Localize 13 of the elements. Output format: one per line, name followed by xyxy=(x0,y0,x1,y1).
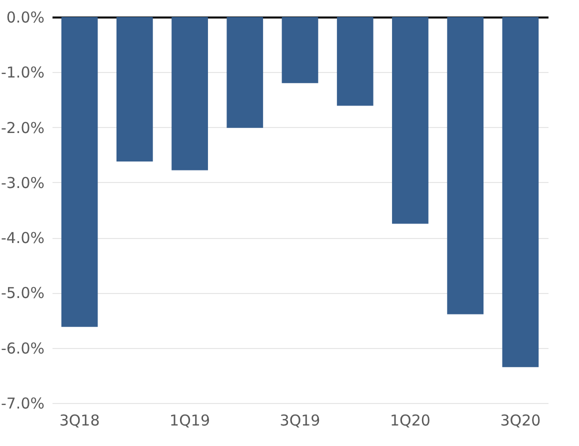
x-tick-label: 3Q19 xyxy=(280,412,320,430)
x-tick-label: 1Q19 xyxy=(170,412,210,430)
y-tick-label: 0.0% xyxy=(6,8,44,26)
y-tick-label: -7.0% xyxy=(0,394,44,412)
y-tick-label: -2.0% xyxy=(0,118,44,137)
y-tick-label: -3.0% xyxy=(0,174,44,192)
y-tick-label: -1.0% xyxy=(0,64,44,82)
x-tick-label: 1Q20 xyxy=(390,412,430,430)
x-tick-label: 3Q20 xyxy=(500,412,541,430)
y-tick-label: -6.0% xyxy=(0,339,44,358)
y-tick-label: -5.0% xyxy=(0,284,44,302)
x-tick-label: 3Q18 xyxy=(59,412,100,430)
y-tick-label: -4.0% xyxy=(0,229,44,248)
